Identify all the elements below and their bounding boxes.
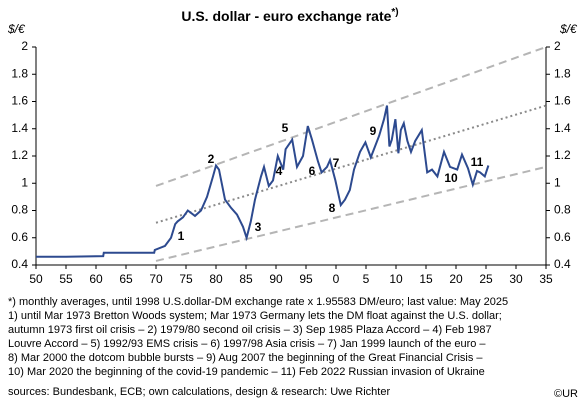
x-tick-label: 65 [119,272,133,286]
annotation: 4 [276,164,283,178]
x-tick-label: 90 [269,272,283,286]
annotation: 11 [471,155,484,169]
annotation: 8 [329,201,336,215]
y-tick-label: 0.4 [11,257,28,271]
x-tick-label: 55 [59,272,73,286]
y2-tick-label: 1.6 [554,94,571,108]
y2-tick-label: 0.4 [554,257,571,271]
data-line [36,105,490,258]
title-sup: *) [391,7,398,18]
y-tick-label: 1.8 [11,66,28,80]
y2-tick-label: 1.8 [554,66,571,80]
footnote: Louvre Accord – 5) 1992/93 EMS crisis – … [8,338,486,350]
annotation: 6 [309,164,316,178]
source: sources: Bundesbank, ECB; own calculatio… [8,386,390,398]
footnote: 1) until Mar 1973 Bretton Woods system; … [8,310,502,322]
y2-tick-label: 1.4 [554,121,571,135]
footnote: *) monthly averages, until 1998 U.S.doll… [8,296,508,308]
footnote: autumn 1973 first oil crisis – 2) 1979/8… [8,324,492,336]
y2-label: $/€ [559,22,578,36]
x-tick-label: 20 [449,272,463,286]
y-tick-label: 1.2 [11,148,28,162]
trend-line [155,165,547,262]
y2-tick-label: 2 [554,39,561,53]
annotation: 5 [282,121,289,135]
x-tick-label: 95 [299,272,313,286]
annotation: 1 [178,229,185,243]
annotation: 3 [255,220,262,234]
x-tick-label: 10 [389,272,403,286]
x-tick-label: 25 [479,272,493,286]
footnote: 10) Mar 2020 the beginning of the covid-… [8,366,485,378]
x-tick-label: 5 [363,272,370,286]
y2-tick-label: 0.6 [554,230,571,244]
x-tick-label: 50 [29,272,43,286]
trend-line [155,104,547,224]
chart-title: U.S. dollar - euro exchange rate*) [181,7,398,24]
annotation: 7 [333,156,340,170]
y-tick-label: 0.6 [11,230,28,244]
trend-line [155,46,547,187]
x-tick-label: 30 [509,272,523,286]
x-tick-label: 60 [89,272,103,286]
y-label: $/€ [7,22,26,36]
x-tick-label: 15 [419,272,433,286]
y-tick-label: 2 [21,39,28,53]
y2-tick-label: 0.8 [554,203,571,217]
x-tick-label: 0 [333,272,340,286]
y2-tick-label: 1 [554,175,561,189]
y-tick-label: 0.8 [11,203,28,217]
annotation: 10 [444,171,458,185]
x-tick-label: 85 [239,272,253,286]
y-tick-label: 1.4 [11,121,28,135]
y2-tick-label: 1.2 [554,148,571,162]
annotation: 2 [208,152,215,166]
x-tick-label: 75 [179,272,193,286]
x-tick-label: 80 [209,272,223,286]
x-tick-label: 35 [539,272,553,286]
y-tick-label: 1 [21,175,28,189]
footnote: 8) Mar 2000 the dotcom bubble bursts – 9… [8,352,483,364]
y-tick-label: 1.6 [11,94,28,108]
x-tick-label: 70 [149,272,163,286]
copyright: ©UR [554,388,578,400]
annotation: 9 [370,124,377,138]
title-text: U.S. dollar - euro exchange rate [181,8,391,24]
